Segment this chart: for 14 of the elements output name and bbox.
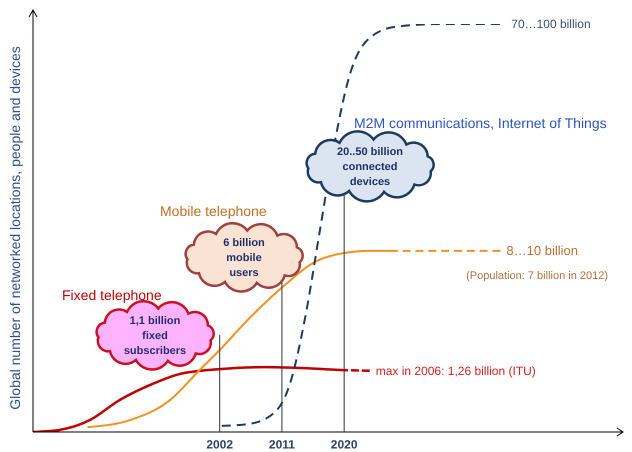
annotation: max in 2006: 1,26 billion (ITU): [376, 364, 536, 378]
x-tick-label: 2002: [206, 438, 234, 452]
annotation: M2M communications, Internet of Things: [354, 115, 607, 131]
annotation: 8…10 billion: [506, 242, 578, 258]
annotation: Fixed telephone: [62, 287, 162, 303]
annotation: 1,1 billion fixed subscribers: [124, 315, 186, 357]
annotation: 20..50 billion connected devices: [336, 146, 404, 188]
x-tick-label: 2020: [330, 438, 358, 452]
annotation: (Population: 7 billion in 2012): [466, 270, 608, 282]
y-axis-title: Global number of networked locations, people and devices: [7, 46, 23, 410]
annotation: Mobile telephone: [160, 203, 267, 219]
annotation: 70…100 billion: [511, 17, 591, 31]
x-tick-label: 2011: [268, 438, 296, 452]
annotation: 6 billion mobile users: [223, 237, 266, 279]
